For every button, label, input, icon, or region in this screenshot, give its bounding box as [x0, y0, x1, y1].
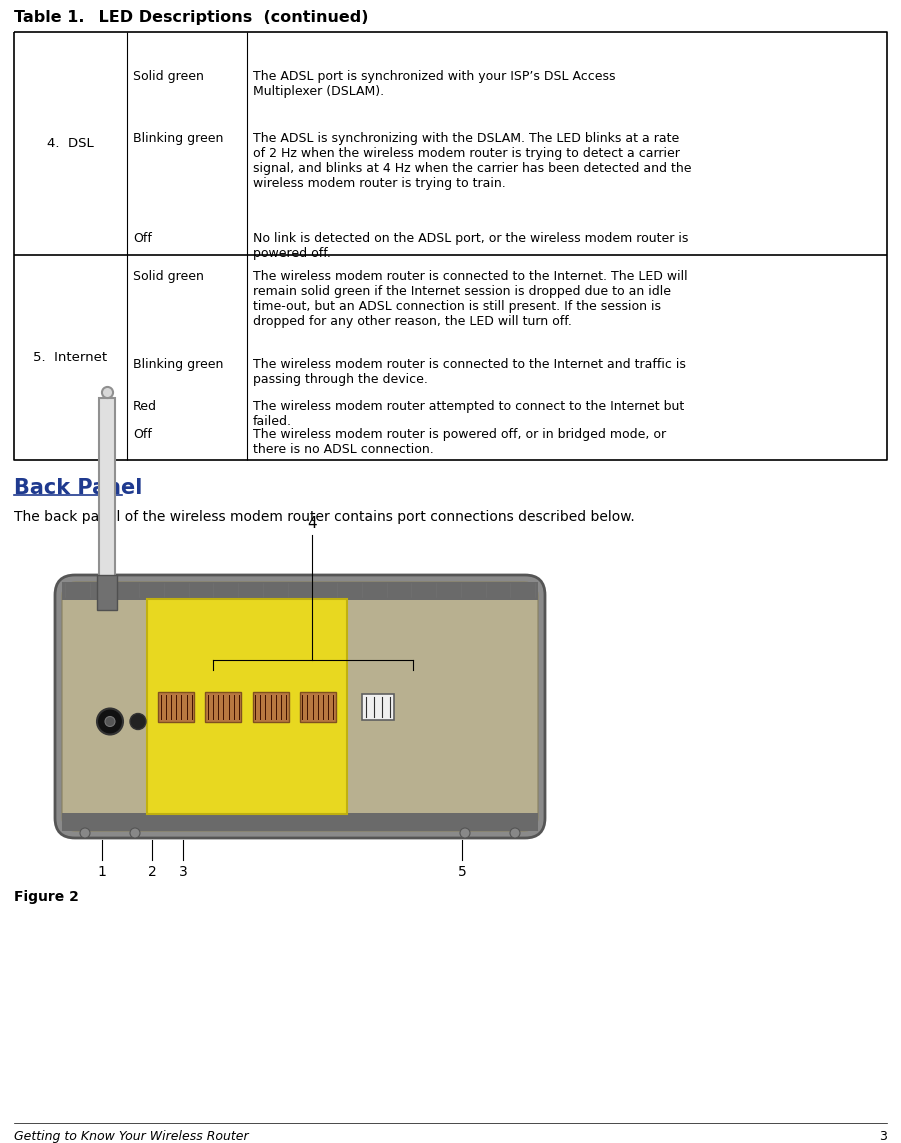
Text: 5.  Internet: 5. Internet — [33, 351, 107, 363]
Text: Blinking green: Blinking green — [133, 131, 223, 145]
Circle shape — [97, 709, 123, 735]
Text: The wireless modem router is connected to the Internet. The LED will
remain soli: The wireless modem router is connected t… — [253, 270, 687, 328]
Bar — [159, 692, 195, 721]
Text: Table 1.: Table 1. — [14, 10, 85, 25]
Bar — [99, 398, 115, 605]
Bar — [300, 692, 336, 721]
Text: Off: Off — [133, 232, 152, 245]
Bar — [62, 582, 538, 600]
Circle shape — [510, 828, 520, 838]
Text: The back panel of the wireless modem router contains port connections described : The back panel of the wireless modem rou… — [14, 510, 634, 523]
Text: Solid green: Solid green — [133, 70, 204, 83]
Circle shape — [80, 828, 90, 838]
Text: The wireless modem router is connected to the Internet and traffic is
passing th: The wireless modem router is connected t… — [253, 358, 686, 386]
Text: Blinking green: Blinking green — [133, 358, 223, 371]
Text: The wireless modem router is powered off, or in bridged mode, or
there is no ADS: The wireless modem router is powered off… — [253, 427, 666, 456]
Text: No link is detected on the ADSL port, or the wireless modem router is
powered of: No link is detected on the ADSL port, or… — [253, 232, 688, 259]
Text: Solid green: Solid green — [133, 270, 204, 283]
Text: Back Panel: Back Panel — [14, 478, 142, 498]
Text: The wireless modem router attempted to connect to the Internet but
failed.: The wireless modem router attempted to c… — [253, 400, 684, 427]
Circle shape — [460, 828, 470, 838]
Text: 1: 1 — [97, 865, 106, 879]
Bar — [147, 599, 347, 814]
Text: The ADSL port is synchronized with your ISP’s DSL Access
Multiplexer (DSLAM).: The ADSL port is synchronized with your … — [253, 70, 615, 98]
Text: Off: Off — [133, 427, 152, 441]
Text: 3: 3 — [178, 865, 187, 879]
Text: 2: 2 — [148, 865, 157, 879]
Bar — [97, 575, 117, 610]
Text: Red: Red — [133, 400, 157, 413]
FancyBboxPatch shape — [62, 582, 538, 831]
Text: LED Descriptions  (continued): LED Descriptions (continued) — [76, 10, 369, 25]
Circle shape — [130, 828, 140, 838]
Text: 4.  DSL: 4. DSL — [47, 137, 94, 150]
Text: 5: 5 — [458, 865, 467, 879]
Text: 3: 3 — [879, 1130, 887, 1143]
Bar — [362, 694, 394, 719]
Text: Getting to Know Your Wireless Router: Getting to Know Your Wireless Router — [14, 1130, 249, 1143]
Circle shape — [105, 717, 115, 727]
Text: Figure 2: Figure 2 — [14, 890, 79, 904]
FancyBboxPatch shape — [55, 575, 545, 838]
Bar — [205, 692, 241, 721]
Circle shape — [130, 713, 146, 729]
Bar — [62, 813, 538, 831]
Bar — [252, 692, 288, 721]
Text: 4: 4 — [307, 515, 317, 531]
Text: The ADSL is synchronizing with the DSLAM. The LED blinks at a rate
of 2 Hz when : The ADSL is synchronizing with the DSLAM… — [253, 131, 691, 190]
